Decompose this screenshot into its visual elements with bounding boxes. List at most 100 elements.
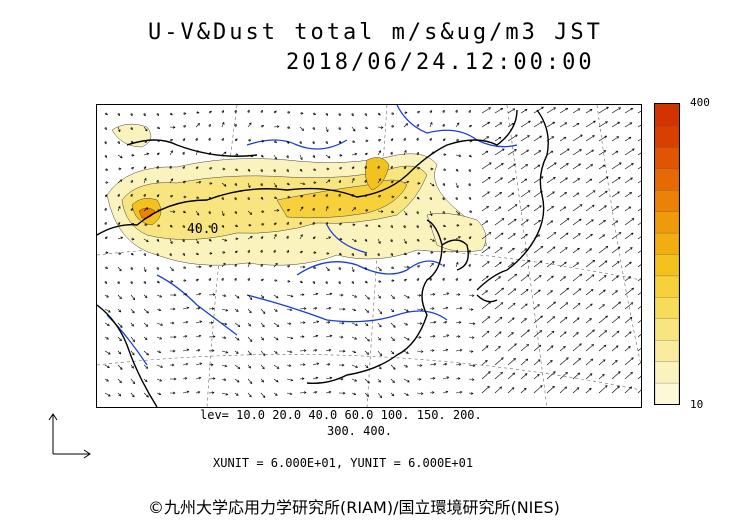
wind-arrow-head [391, 125, 395, 128]
wind-arrow-head [378, 139, 382, 142]
wind-arrow-head [196, 111, 200, 115]
wind-arrow [156, 308, 161, 311]
wind-arrow [546, 330, 555, 338]
wind-arrow-head [469, 139, 473, 143]
wind-arrow [299, 234, 303, 240]
wind-arrow-head [261, 125, 265, 128]
wind-arrow-head [566, 148, 570, 152]
wind-arrow-head [313, 251, 317, 255]
wind-arrow [117, 350, 121, 355]
wind-arrow-head [340, 377, 344, 381]
wind-arrow-head [196, 241, 199, 244]
wind-arrow-head [221, 197, 224, 201]
wind-arrow-head [564, 261, 567, 265]
wind-arrow-head [326, 251, 330, 255]
wind-arrow-head [380, 126, 384, 129]
wind-arrow [260, 336, 264, 341]
wind-arrow [559, 148, 570, 156]
wind-arrow [546, 316, 555, 324]
wind-arrow-head [367, 296, 370, 300]
wind-arrow-head [249, 381, 253, 385]
wind-arrow [143, 294, 148, 298]
wind-arrow [481, 386, 490, 394]
wind-arrow-head [617, 121, 621, 125]
wind-arrow-head [604, 205, 607, 208]
wind-arrow-head [524, 109, 528, 112]
colorbar-max-label: 400 [690, 96, 710, 109]
wind-arrow-head [578, 218, 582, 222]
wind-arrow-head [391, 266, 395, 269]
wind-arrow-head [157, 280, 160, 284]
wind-arrow [416, 308, 423, 311]
wind-arrow-head [469, 154, 472, 158]
wind-arrow-head [276, 366, 280, 369]
wind-arrow [143, 364, 148, 369]
wind-arrow-head [457, 212, 461, 215]
wind-arrow-head [442, 211, 445, 215]
wind-arrow [611, 206, 619, 212]
wind-arrow [507, 149, 517, 156]
wind-arrow [195, 307, 200, 310]
wind-arrow [585, 373, 593, 380]
wind-arrow [260, 364, 265, 369]
wind-arrow [598, 344, 607, 352]
wind-arrow-head [551, 275, 554, 279]
wind-arrow-head [631, 163, 634, 166]
wind-arrow-head [365, 323, 369, 327]
wind-arrow [234, 378, 240, 383]
wind-arrow-head [170, 112, 173, 116]
wind-arrow [546, 220, 553, 226]
wind-arrow [572, 317, 580, 324]
wind-arrow [507, 218, 517, 226]
wind-arrow [507, 262, 514, 268]
wind-arrow-head [550, 345, 554, 348]
wind-arrow-head [222, 167, 226, 171]
wind-arrow [299, 350, 307, 352]
wind-arrow [611, 162, 622, 170]
wind-arrow-head [131, 352, 135, 356]
wind-arrow-head [457, 377, 461, 380]
wind-arrow [377, 266, 382, 271]
wind-arrow-head [236, 337, 240, 341]
wind-arrow-head [631, 287, 635, 291]
wind-arrow-head [563, 276, 566, 279]
wind-arrow-head [118, 393, 122, 397]
wind-arrow [247, 262, 251, 268]
wind-arrow [195, 391, 200, 394]
wind-arrow-head [249, 212, 253, 215]
wind-arrow-head [390, 165, 393, 169]
wind-arrow-head [105, 266, 109, 269]
wind-arrow-head [235, 153, 239, 157]
wind-arrow-head [287, 209, 290, 212]
wind-arrow-head [628, 206, 632, 210]
wind-arrow-head [429, 197, 432, 201]
wind-arrow-head [302, 321, 306, 325]
wind-arrow [364, 322, 369, 326]
wind-arrow-head [417, 167, 421, 170]
wind-arrow [234, 364, 240, 369]
wind-arrow-head [186, 348, 190, 352]
wind-arrow [598, 359, 606, 366]
wind-arrow-head [391, 210, 395, 213]
wind-arrow-head [405, 364, 408, 368]
wind-arrow-head [299, 221, 302, 225]
wind-arrow-head [591, 344, 595, 347]
wind-arrow-head [300, 280, 303, 284]
wind-arrow [325, 321, 330, 324]
wind-arrow [598, 304, 605, 310]
wind-arrow [143, 266, 147, 272]
wind-arrow [481, 360, 488, 366]
wind-arrow [156, 364, 163, 368]
wind-arrow-head [211, 391, 215, 395]
wind-arrow-head [300, 111, 304, 115]
wind-arrow [585, 248, 592, 254]
wind-arrow-head [184, 335, 188, 338]
wind-arrow [624, 276, 631, 282]
wind-arrow [598, 275, 607, 282]
wind-arrow [273, 209, 279, 212]
wind-arrow [364, 364, 369, 368]
wind-arrow-head [446, 292, 450, 296]
wind-arrow-head [143, 269, 147, 273]
wind-arrow-head [120, 236, 124, 240]
wind-arrow [455, 210, 460, 215]
